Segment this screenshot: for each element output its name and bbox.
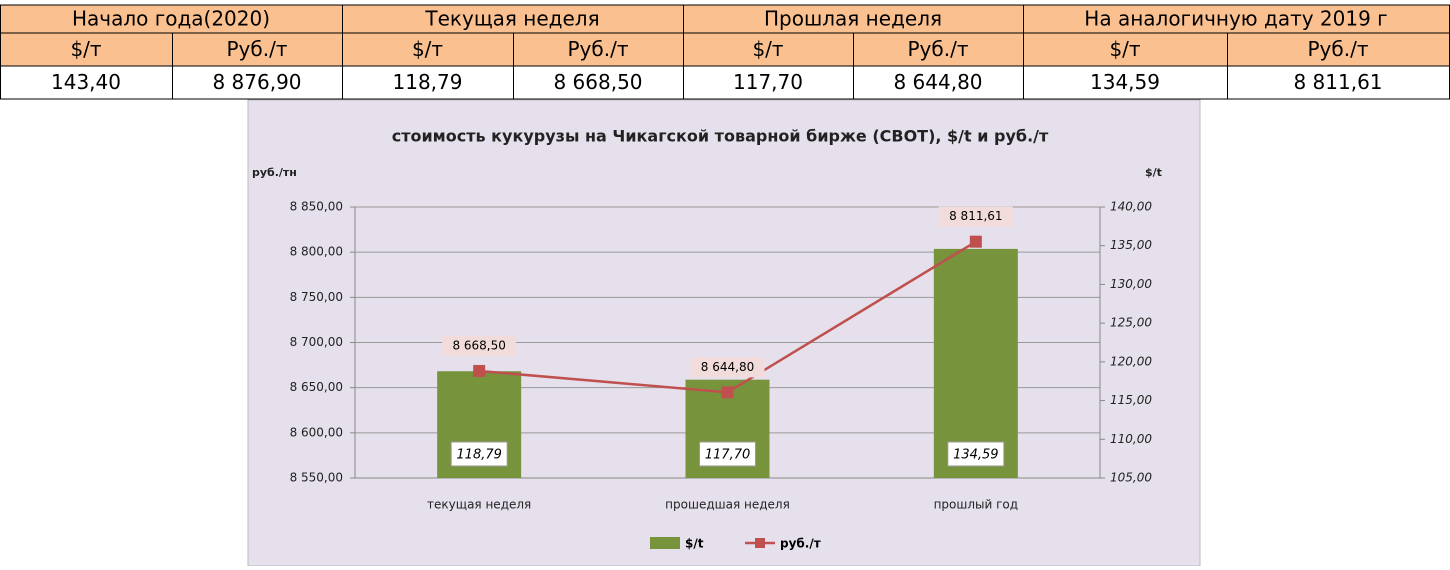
cell-text: 8 644,80 bbox=[893, 70, 982, 94]
cell bbox=[0, 65, 173, 100]
y-axis-title: руб./тн bbox=[252, 166, 297, 179]
cell-text: Руб./т bbox=[1308, 37, 1369, 61]
line-label: 8 644,80 bbox=[701, 360, 754, 374]
x-tick-label: прошедшая неделя bbox=[665, 498, 790, 512]
line-label-box bbox=[442, 335, 517, 356]
cell-text: 117,70 bbox=[733, 70, 803, 94]
legend-label: руб./т bbox=[780, 537, 821, 551]
legend-label: $/t bbox=[685, 537, 704, 551]
cell-text: 143,40 bbox=[51, 70, 121, 94]
cell bbox=[1227, 32, 1450, 67]
cell-text: Руб./т bbox=[227, 37, 288, 61]
marker bbox=[969, 235, 982, 248]
header-cell bbox=[683, 4, 1024, 34]
y2-tick-label: 140,00 bbox=[1110, 200, 1152, 214]
line-label: 8 668,50 bbox=[452, 338, 505, 352]
cell bbox=[513, 65, 684, 100]
y2-axis-title: $/t bbox=[1145, 166, 1162, 179]
y-tick-label: 8 650,00 bbox=[290, 380, 343, 394]
cell-text: 8 811,61 bbox=[1293, 70, 1382, 94]
cell bbox=[1227, 65, 1450, 100]
cell-text: $/т bbox=[1109, 37, 1140, 61]
y-tick-label: 8 750,00 bbox=[290, 290, 343, 304]
y2-tick-label: 115,00 bbox=[1110, 393, 1152, 407]
cell-text: 8 876,90 bbox=[212, 70, 301, 94]
x-tick-label: прошлый год bbox=[934, 498, 1019, 512]
line-label-box bbox=[938, 206, 1013, 227]
cell bbox=[853, 32, 1024, 67]
y-tick-label: 8 600,00 bbox=[290, 425, 343, 439]
y2-tick-label: 110,00 bbox=[1110, 432, 1152, 446]
header-text: На аналогичную дату 2019 г bbox=[1084, 7, 1387, 31]
legend-marker bbox=[755, 538, 765, 548]
bar-label-box bbox=[699, 441, 756, 467]
header-cell bbox=[342, 4, 684, 34]
cell bbox=[683, 65, 854, 100]
cell-text: 8 668,50 bbox=[553, 70, 642, 94]
cell-text: 134,59 bbox=[1090, 70, 1160, 94]
chart-area bbox=[247, 99, 1201, 567]
y2-tick-label: 125,00 bbox=[1110, 316, 1152, 330]
cell-text: Руб./т bbox=[908, 37, 969, 61]
bar bbox=[933, 248, 1018, 478]
marker bbox=[473, 364, 486, 377]
y2-tick-label: 105,00 bbox=[1110, 471, 1152, 485]
chart-title: стоимость кукурузы на Чикагской товарной… bbox=[392, 127, 1049, 146]
bar-label: 117,70 bbox=[705, 448, 751, 463]
header-text: Прошлая неделя bbox=[764, 7, 942, 31]
cell-text: $/т bbox=[752, 37, 783, 61]
y-tick-label: 8 850,00 bbox=[290, 200, 343, 214]
cell-text: 118,79 bbox=[393, 70, 463, 94]
marker bbox=[721, 386, 734, 399]
line-label-box bbox=[690, 357, 765, 378]
cell bbox=[513, 32, 684, 67]
bar-label-box bbox=[450, 441, 508, 467]
y2-tick-label: 120,00 bbox=[1110, 354, 1152, 368]
header-cell bbox=[0, 4, 343, 34]
cell bbox=[172, 32, 343, 67]
legend-swatch bbox=[650, 537, 680, 549]
x-tick-label: текущая неделя bbox=[427, 498, 531, 512]
y-tick-label: 8 800,00 bbox=[290, 245, 343, 259]
cell bbox=[172, 65, 343, 100]
cell bbox=[1023, 65, 1228, 100]
cell-text: $/т bbox=[412, 37, 443, 61]
bar-label: 134,59 bbox=[953, 448, 999, 463]
y-tick-label: 8 700,00 bbox=[290, 335, 343, 349]
cell-text: Руб./т bbox=[568, 37, 629, 61]
header-text: Текущая неделя bbox=[424, 7, 599, 31]
bar-label-box bbox=[947, 441, 1005, 467]
cell-text: $/т bbox=[70, 37, 101, 61]
line-label: 8 811,61 bbox=[949, 209, 1002, 223]
y2-tick-label: 135,00 bbox=[1110, 238, 1152, 252]
header-text: Начало года(2020) bbox=[72, 7, 270, 31]
y-tick-label: 8 550,00 bbox=[290, 471, 343, 485]
bar-label: 118,79 bbox=[456, 448, 502, 463]
y2-tick-label: 130,00 bbox=[1110, 277, 1152, 291]
cell bbox=[853, 65, 1024, 100]
